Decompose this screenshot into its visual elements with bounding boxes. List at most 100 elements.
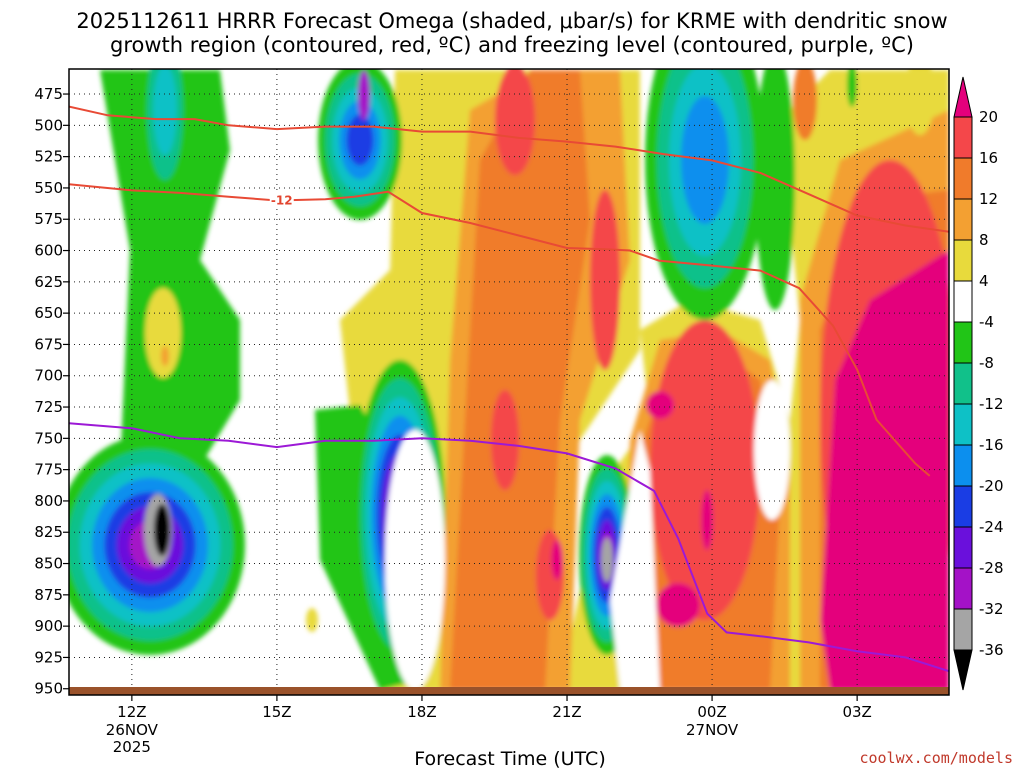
warm-pocket-left-core [161,346,169,366]
colorbar-legend: 20 16 12 8 4 -4 -8 -12 -16 -20 -24 -28 -32 -36 [953,76,1004,691]
y-tick-label-675: 675 [34,335,63,353]
colorbar-swatch-3 [953,198,973,241]
colorbar-label-11: -28 [979,559,1004,577]
y-tick-label-775: 775 [34,461,63,479]
neutral-gap-right [754,380,790,520]
y-tick-label-725: 725 [34,398,63,416]
y-axis: 475 500 525 550 575 600 625 650 675 700 725 750 775 8… [34,85,69,698]
colorbar-top-triangle [953,76,973,118]
y-tick-label-800: 800 [34,492,63,510]
colorbar-label-13: -36 [979,641,1004,659]
dendritic-contour-label: -12 [271,193,293,207]
y-tick-label-850: 850 [34,555,63,573]
sink-lower-left-black [154,504,170,556]
y-tick-label-550: 550 [34,179,63,197]
strong-rise-magenta-small [551,540,563,580]
y-tick-label-700: 700 [34,367,63,385]
colorbar-swatch-9 [953,444,973,487]
sink-upper-right-edge [755,69,795,310]
dendritic-contour-line-0 [69,105,949,233]
warm-core-red-mid [590,190,620,370]
strong-rise-magenta-sliver [701,490,713,550]
x-tick-label-15Z: 15Z [262,703,291,721]
y-tick-label-900: 900 [34,617,63,635]
colorbar-swatch-1 [953,116,973,159]
colorbar-label-0: 20 [979,108,998,126]
warm-swath-orange [450,70,590,690]
x-axis-label: Forecast Time (UTC) [414,748,605,768]
neutral-gap-mid [385,430,445,690]
y-tick-label-750: 750 [34,429,63,447]
contour-lines: -12 [69,105,949,673]
y-tick-label-650: 650 [34,304,63,322]
colorbar-swatch-7 [953,362,973,405]
colorbar-label-4: 4 [979,272,989,290]
dendritic-label-bg [269,193,294,208]
y-tick-label-500: 500 [34,116,63,134]
colorbar-label-9: -20 [979,477,1004,495]
ground-surface [69,687,949,695]
colorbar-swatch-4 [953,239,973,282]
colorbar-label-8: -16 [979,436,1004,454]
dendritic-contour-line-1 [69,183,931,477]
chart-title-line-1: 2025112611 HRRR Forecast Omega (shaded, … [76,9,947,33]
sink-upper-mid-level-4 [346,114,374,166]
y-tick-label-625: 625 [34,273,63,291]
colorbar-label-2: 12 [979,190,998,208]
x-tick-label-21Z: 21Z [552,703,581,721]
colorbar-label-6: -8 [979,354,994,372]
colorbar-label-12: -32 [979,600,1004,618]
plot-frame [68,68,950,696]
colorbar-label-7: -12 [979,395,1004,413]
colorbar-swatch-13 [953,608,973,651]
warm-core-orange-top [793,69,817,140]
y-tick-label-825: 825 [34,523,63,541]
colorbar-swatch-2 [953,157,973,200]
omega-shading [69,69,949,690]
x-tick-sublabel-12Z-1: 2025 [113,738,151,756]
warm-speck-mid [306,608,318,632]
warm-pocket-left [145,288,181,378]
sink-top-left-level-1 [153,69,177,156]
colorbar-label-10: -24 [979,518,1004,536]
colorbar-label-5: -4 [979,313,994,331]
warm-core-red-lower [491,390,519,490]
shading-blob-layer [69,69,949,690]
y-tick-label-875: 875 [34,586,63,604]
y-tick-label-575: 575 [34,210,63,228]
x-tick-label-18Z: 18Z [407,703,436,721]
sink-speck-upper-right [847,69,857,107]
colorbar-swatch-8 [953,403,973,446]
colorbar-swatch-11 [953,526,973,569]
colorbar-swatch-12 [953,567,973,610]
y-tick-label-525: 525 [34,148,63,166]
colorbar-label-1: 16 [979,149,998,167]
warm-core-red-right [650,320,760,620]
colorbar-label-3: 8 [979,231,989,249]
y-tick-label-600: 600 [34,242,63,260]
warm-core-red-top [495,69,535,175]
freezing-level-line-0 [69,422,949,673]
x-tick-sublabel-00Z-0: 27NOV [686,721,739,739]
chart-title-line-2: growth region (contoured, red, ºC) and f… [110,33,914,57]
sink-lower-center-gray [601,538,613,582]
neutral-gap-lower [610,430,660,690]
strong-rise-magenta-low [656,583,700,627]
x-tick-sublabel-12Z-0: 26NOV [106,721,159,739]
credit-text: coolwx.com/models [859,749,1013,767]
x-tick-label-12Z: 12Z [117,703,146,721]
x-tick-label-00Z: 00Z [697,703,726,721]
colorbar-swatch-10 [953,485,973,528]
colorbar-swatch-6 [953,321,973,364]
colorbar-bottom-triangle [953,649,973,691]
strong-rise-magenta-blob [646,391,674,419]
y-tick-label-925: 925 [34,648,63,666]
y-tick-label-475: 475 [34,85,63,103]
warm-top-right [905,69,935,135]
x-tick-label-03Z: 03Z [842,703,871,721]
colorbar-swatch-5 [953,280,973,323]
sink-upper-mid-core [358,70,370,120]
y-tick-label-950: 950 [34,680,63,698]
